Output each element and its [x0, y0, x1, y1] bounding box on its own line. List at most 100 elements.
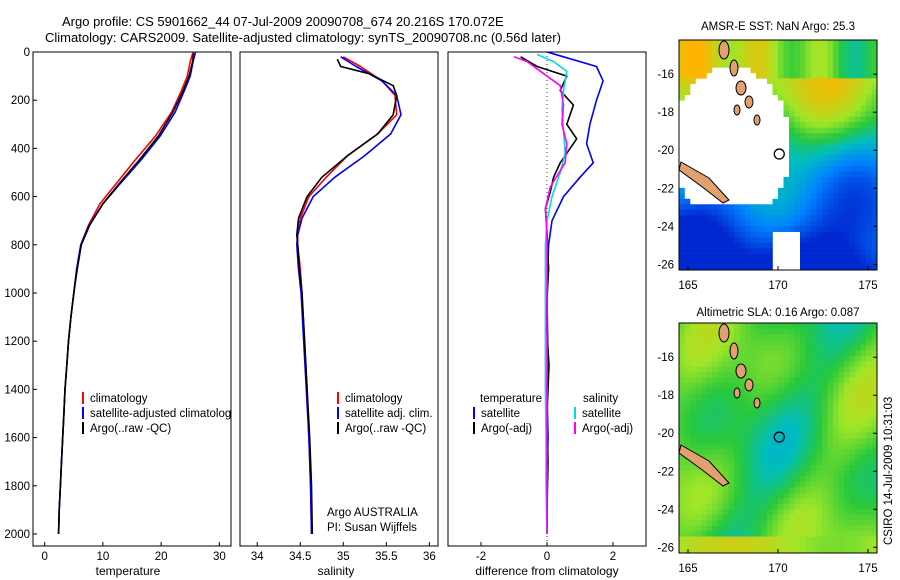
map-cell — [866, 231, 872, 238]
map-cell — [695, 525, 702, 532]
map-cell — [827, 259, 834, 265]
map-cell — [838, 253, 845, 260]
map-cell — [750, 264, 757, 270]
map-cell — [871, 531, 877, 537]
map-cell — [701, 542, 707, 548]
map-cell — [734, 253, 740, 260]
map-cell — [855, 100, 861, 107]
map-cell — [778, 383, 784, 390]
map-cell — [855, 155, 861, 161]
map-cell — [805, 377, 812, 384]
map-cell — [789, 520, 795, 526]
map-cell — [679, 328, 685, 335]
map-cell — [701, 388, 707, 395]
map-cell — [860, 416, 867, 422]
map-cell — [816, 89, 823, 96]
map-cell — [860, 487, 867, 494]
map-cell — [767, 492, 773, 499]
map-cell — [739, 481, 746, 488]
map-cell — [728, 470, 735, 477]
map-cell — [761, 542, 768, 548]
map-cell — [761, 50, 768, 57]
map-cell — [772, 509, 779, 515]
map-cell — [778, 525, 784, 532]
map-cell — [844, 133, 850, 139]
map-cell — [855, 333, 861, 340]
map-cell — [761, 438, 768, 444]
map-cell — [734, 248, 740, 254]
map-cell — [739, 350, 746, 357]
map-cell — [844, 470, 850, 477]
map-cell — [822, 459, 828, 466]
map-cell — [739, 498, 746, 505]
map-cell — [871, 40, 877, 46]
map-cell — [772, 209, 779, 216]
map-cell — [728, 427, 735, 433]
map-cell — [783, 366, 790, 373]
map-cell — [860, 72, 867, 79]
map-cell — [844, 176, 850, 183]
map-cell — [745, 339, 751, 346]
map-cell — [805, 344, 812, 351]
legend-label-sal-argo: Argo(-adj) — [582, 423, 633, 435]
map-cell — [866, 61, 872, 68]
map-cell — [855, 89, 861, 96]
map-cell — [789, 547, 795, 553]
map-cell — [761, 459, 768, 466]
map-cell — [695, 361, 702, 368]
map-cell — [717, 520, 724, 526]
map-cell — [794, 209, 801, 216]
map-cell — [849, 176, 856, 183]
map-cell — [783, 542, 790, 548]
map-cell — [778, 333, 784, 340]
map-cell — [783, 427, 790, 433]
map-cell — [778, 67, 784, 74]
map-cell — [816, 344, 823, 351]
map-cell — [739, 525, 746, 532]
map-cell — [811, 182, 817, 189]
map-cell — [838, 127, 845, 134]
map-cell — [679, 50, 685, 57]
map-cell — [822, 176, 828, 183]
map-cell — [871, 344, 877, 351]
map-cell — [684, 83, 691, 90]
map-cell — [816, 242, 823, 249]
map-cell — [811, 377, 817, 384]
map-cell — [778, 454, 784, 461]
map-cell — [717, 410, 724, 417]
map-cell — [734, 498, 740, 505]
map-cell — [772, 40, 779, 46]
map-cell — [800, 105, 806, 112]
map-cell — [855, 470, 861, 477]
map-cell — [783, 536, 790, 543]
map-cell — [838, 448, 845, 455]
map-cell — [734, 487, 740, 494]
map-cell — [827, 432, 834, 439]
map-cell — [866, 89, 872, 96]
map-cell — [684, 465, 691, 472]
map-cell — [679, 416, 685, 422]
map-cell — [866, 138, 872, 145]
map-cell — [734, 40, 740, 46]
map-cell — [756, 410, 762, 417]
map-cell — [855, 323, 861, 329]
map-cell — [811, 383, 817, 390]
map-cell — [767, 50, 773, 57]
map-cell — [800, 520, 806, 526]
map-cell — [745, 394, 751, 400]
map-cell — [717, 264, 724, 270]
map-cell — [701, 448, 707, 455]
map-cell — [838, 94, 845, 101]
map-cell — [833, 465, 839, 472]
map-cell — [767, 481, 773, 488]
map-cell — [706, 492, 713, 499]
map-cell — [706, 438, 713, 444]
map-cell — [827, 187, 834, 194]
map-cell — [789, 377, 795, 384]
map-cell — [833, 61, 839, 68]
y-tick-label: 1200 — [4, 336, 30, 348]
map-cell — [701, 421, 707, 428]
map-cell — [684, 377, 691, 384]
map-cell — [761, 454, 768, 461]
map-cell — [816, 94, 823, 101]
